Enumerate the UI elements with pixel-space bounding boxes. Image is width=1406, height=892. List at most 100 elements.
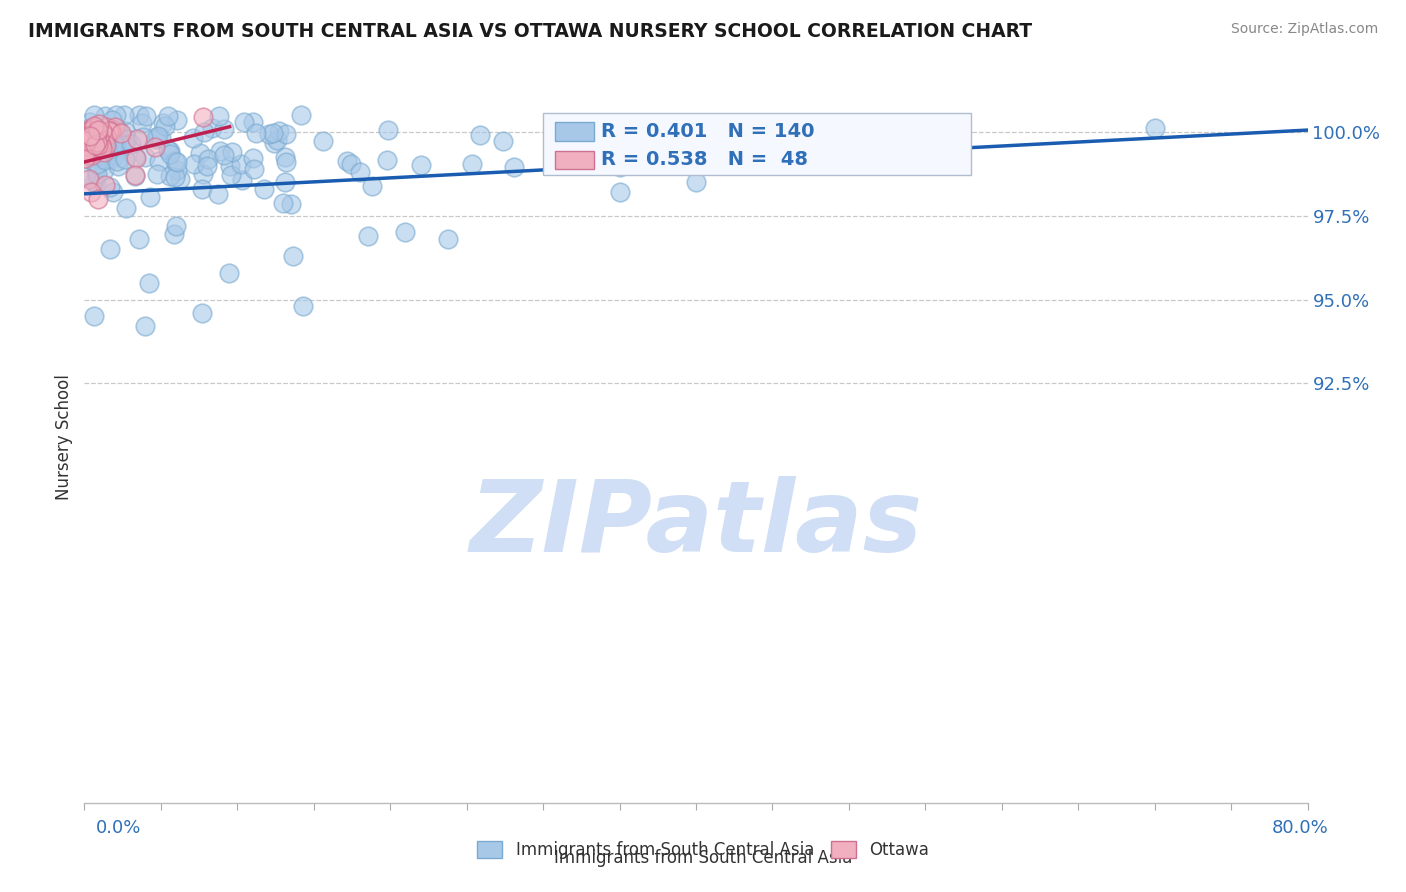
Point <box>76 147 98 161</box>
Point <box>609 160 631 174</box>
Point <box>266 133 288 147</box>
Point <box>91 135 114 149</box>
Point <box>104 133 127 147</box>
Point <box>117 131 139 145</box>
Point <box>209 145 232 159</box>
Point <box>77 130 100 145</box>
Point <box>83 310 105 324</box>
Point <box>394 226 416 240</box>
Point <box>689 120 711 134</box>
Point <box>83 145 105 160</box>
Point <box>98 180 121 194</box>
Point <box>152 116 174 130</box>
Point <box>79 115 101 129</box>
Point <box>468 128 491 142</box>
Point <box>98 124 121 138</box>
Point <box>267 124 290 138</box>
Point <box>104 138 127 153</box>
Point <box>124 151 146 165</box>
Point <box>128 108 150 122</box>
Legend: Immigrants from South Central Asia, Ottawa: Immigrants from South Central Asia, Otta… <box>471 834 935 866</box>
Point <box>86 136 108 150</box>
Point <box>221 145 243 160</box>
Point <box>243 162 266 177</box>
Point <box>89 137 111 152</box>
Point <box>77 121 100 136</box>
Point <box>169 171 191 186</box>
Point <box>245 126 267 140</box>
Point <box>104 120 127 134</box>
Point <box>281 249 304 263</box>
Point <box>191 110 214 124</box>
Point <box>276 155 298 169</box>
Point <box>143 140 166 154</box>
Point <box>86 127 108 141</box>
Point <box>77 171 100 186</box>
Point <box>685 175 707 189</box>
Point <box>190 146 212 161</box>
Point <box>134 319 156 334</box>
Point <box>83 137 105 152</box>
Point <box>110 126 132 140</box>
Point <box>83 108 105 122</box>
Point <box>73 151 96 165</box>
Point <box>201 120 224 135</box>
Point <box>231 173 253 187</box>
Point <box>100 124 122 138</box>
Point <box>76 135 98 149</box>
FancyBboxPatch shape <box>543 113 972 176</box>
Point <box>80 185 103 199</box>
Point <box>107 159 129 173</box>
Point <box>100 242 122 256</box>
Point <box>94 128 117 143</box>
Point <box>336 154 359 169</box>
Point <box>360 178 382 193</box>
Point <box>291 299 314 313</box>
Point <box>125 131 148 145</box>
Point <box>271 195 294 210</box>
Point <box>259 127 281 141</box>
Text: 80.0%: 80.0% <box>1272 819 1329 837</box>
Point <box>349 165 371 179</box>
Text: Immigrants from South Central Asia: Immigrants from South Central Asia <box>554 849 852 867</box>
Point <box>82 129 104 144</box>
Point <box>83 175 105 189</box>
FancyBboxPatch shape <box>555 151 593 169</box>
Point <box>191 167 214 181</box>
Point <box>311 134 333 148</box>
Point <box>79 124 101 138</box>
Point <box>89 140 111 154</box>
Point <box>86 142 108 156</box>
Point <box>242 115 264 129</box>
Point <box>214 122 236 136</box>
Point <box>156 143 179 157</box>
Point <box>183 130 205 145</box>
Text: R = 0.538   N =  48: R = 0.538 N = 48 <box>602 151 808 169</box>
Point <box>86 138 108 153</box>
Point <box>166 162 188 177</box>
Point <box>83 130 105 145</box>
Text: Source: ZipAtlas.com: Source: ZipAtlas.com <box>1230 22 1378 37</box>
Point <box>79 127 101 141</box>
Point <box>94 178 117 193</box>
Point <box>195 159 218 173</box>
Point <box>242 151 264 165</box>
Point <box>128 232 150 246</box>
Point <box>148 154 170 169</box>
Point <box>197 153 219 167</box>
Point <box>166 155 188 169</box>
Point <box>105 153 128 168</box>
Point <box>93 139 115 153</box>
Point <box>84 161 107 176</box>
Point <box>503 160 526 174</box>
Point <box>219 169 242 183</box>
Point <box>609 185 631 199</box>
Point <box>83 119 105 133</box>
Point <box>108 136 131 151</box>
Point <box>86 157 108 171</box>
Point <box>114 153 136 167</box>
Point <box>105 108 128 122</box>
Point <box>77 137 100 152</box>
Point <box>79 145 101 159</box>
Point <box>145 132 167 146</box>
